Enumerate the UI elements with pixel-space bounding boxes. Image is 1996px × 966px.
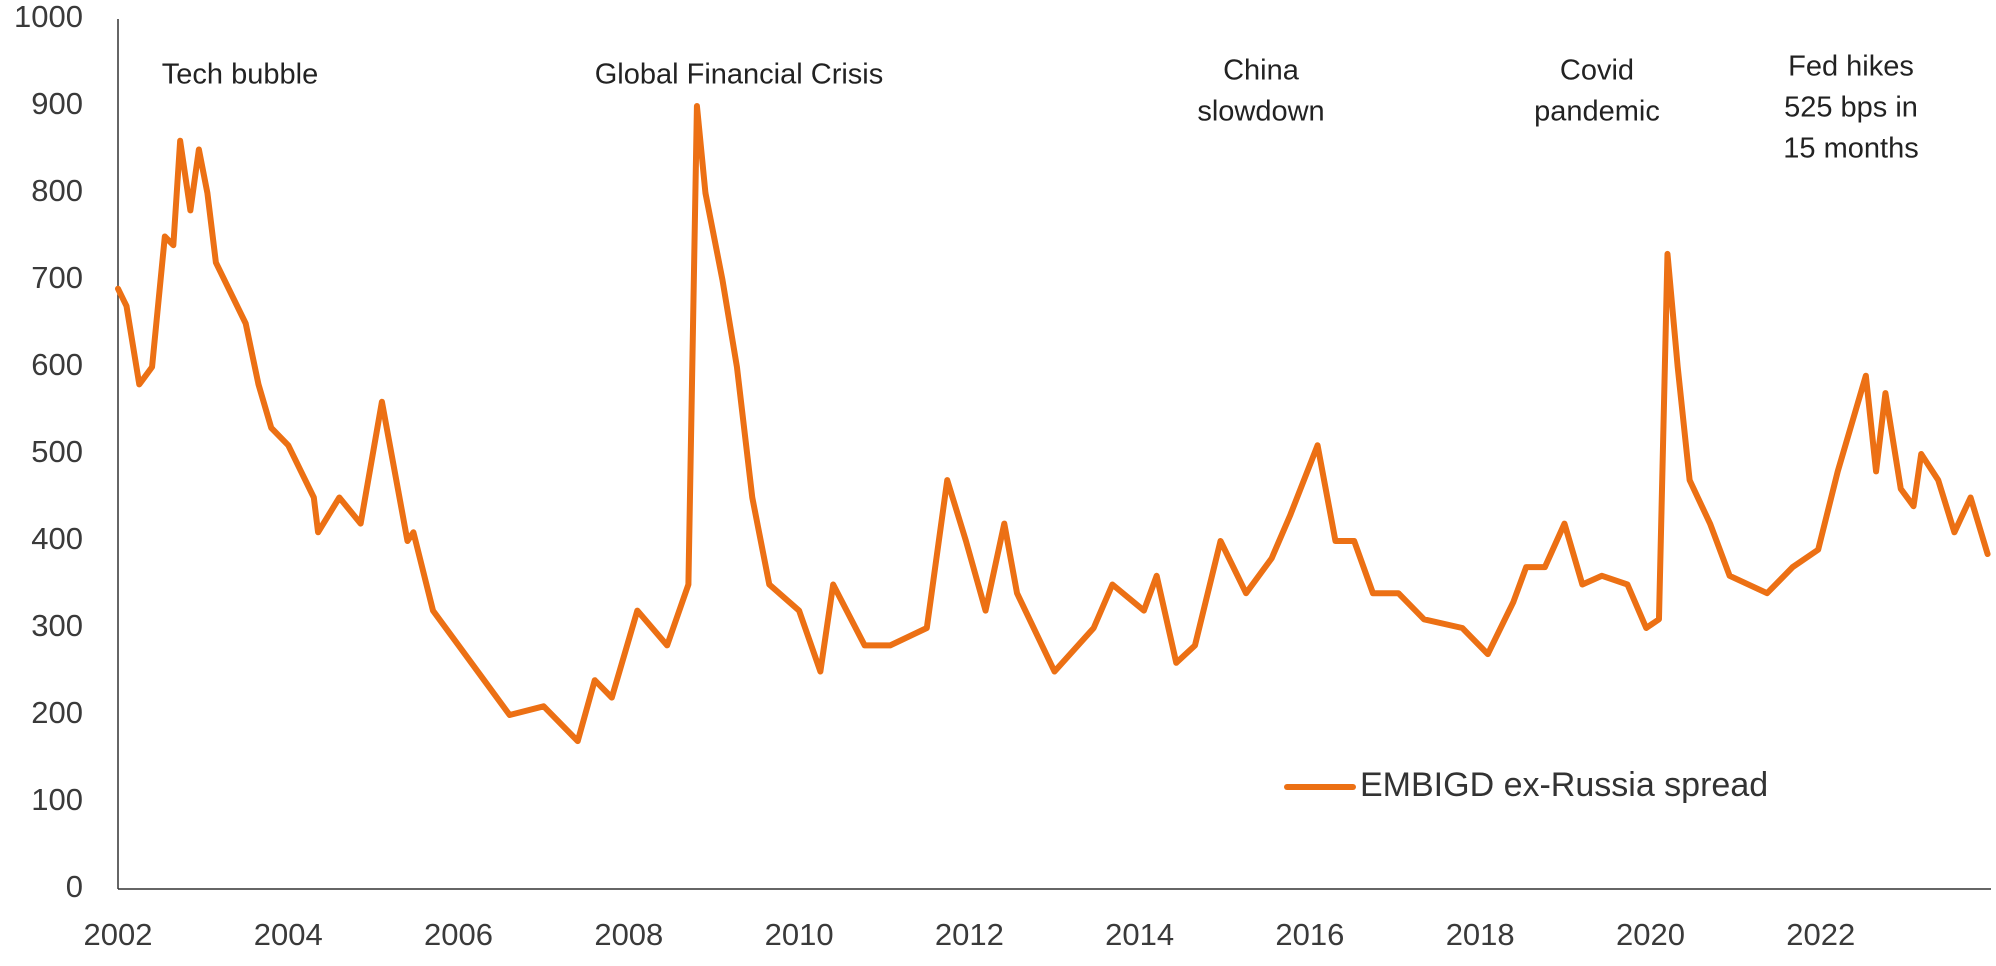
x-tick-label: 2010 bbox=[765, 917, 834, 952]
x-tick-label: 2018 bbox=[1446, 917, 1515, 952]
x-tick-label: 2004 bbox=[254, 917, 323, 952]
y-tick-label: 600 bbox=[31, 347, 83, 382]
x-tick-label: 2020 bbox=[1616, 917, 1685, 952]
x-tick-label: 2022 bbox=[1786, 917, 1855, 952]
annotation: pandemic bbox=[1534, 96, 1660, 128]
y-tick-label: 400 bbox=[31, 521, 83, 556]
annotation: Global Financial Crisis bbox=[595, 59, 884, 91]
annotation: slowdown bbox=[1197, 96, 1324, 128]
legend-label: EMBIGD ex-Russia spread bbox=[1360, 766, 1768, 804]
x-tick-label: 2014 bbox=[1105, 917, 1174, 952]
y-tick-label: 700 bbox=[31, 260, 83, 295]
x-tick-label: 2016 bbox=[1275, 917, 1344, 952]
annotation: Fed hikes bbox=[1788, 51, 1914, 83]
annotation: 525 bps in bbox=[1784, 92, 1918, 124]
y-tick-label: 900 bbox=[31, 86, 83, 121]
y-tick-label: 100 bbox=[31, 782, 83, 817]
y-tick-label: 0 bbox=[66, 869, 83, 904]
y-tick-label: 200 bbox=[31, 695, 83, 730]
y-tick-label: 800 bbox=[31, 173, 83, 208]
annotation: 15 months bbox=[1783, 133, 1918, 165]
series-line bbox=[115, 103, 1991, 745]
x-tick-label: 2006 bbox=[424, 917, 493, 952]
annotation: Tech bubble bbox=[162, 59, 318, 91]
annotation: China bbox=[1223, 55, 1300, 87]
x-tick-label: 2012 bbox=[935, 917, 1004, 952]
y-tick-label: 300 bbox=[31, 608, 83, 643]
y-tick-label: 500 bbox=[31, 434, 83, 469]
y-tick-label: 1000 bbox=[14, 0, 83, 34]
x-tick-label: 2008 bbox=[594, 917, 663, 952]
annotation: Covid bbox=[1560, 55, 1634, 87]
x-tick-label: 2002 bbox=[84, 917, 153, 952]
